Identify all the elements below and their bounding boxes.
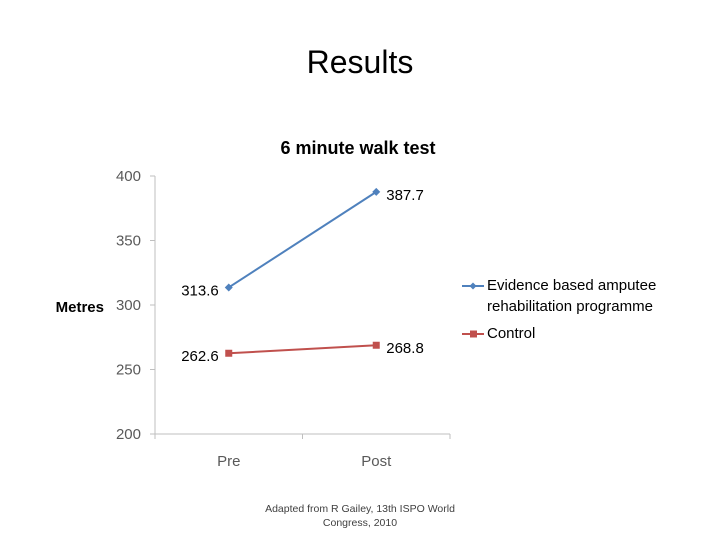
y-tick-label: 200 (116, 426, 141, 443)
x-tick-label: Post (361, 453, 392, 470)
legend: Evidence based amputee rehabilitation pro… (462, 277, 656, 342)
data-label: 387.7 (386, 187, 424, 204)
source-note-line-2: Congress, 2010 (322, 517, 398, 529)
legend-label: rehabilitation programme (487, 298, 653, 315)
y-tick-label: 300 (116, 297, 141, 314)
data-point (224, 283, 233, 292)
data-labels: 313.6 387.7 262.6 268.8 (181, 187, 424, 365)
data-label: 313.6 (181, 282, 219, 299)
data-point (372, 341, 380, 349)
chart-title: 6 minute walk test (280, 138, 435, 158)
series-line (228, 344, 377, 355)
y-tick-label: 350 (116, 233, 141, 250)
axes: 200 250 300 350 400 Pre Post (116, 168, 451, 470)
series-line (228, 191, 377, 289)
data-point (225, 349, 233, 357)
source-note: Adapted from R Gailey, 13th ISPO World C… (240, 502, 480, 530)
legend-swatch-marker (470, 330, 477, 338)
data-label: 262.6 (181, 348, 219, 365)
data-point (372, 187, 381, 196)
y-tick-label: 250 (116, 362, 141, 379)
x-tick-label: Pre (217, 453, 240, 470)
legend-label: Evidence based amputee (487, 277, 656, 294)
legend-swatch-marker (469, 282, 477, 290)
y-axis-title: Metres (56, 299, 104, 316)
series-layer (224, 187, 381, 357)
data-label: 268.8 (386, 340, 424, 357)
legend-label: Control (487, 325, 535, 342)
line-chart: 6 minute walk test Metres 200 250 300 350 40… (56, 138, 657, 470)
source-note-line-1: Adapted from R Gailey, 13th ISPO World (265, 503, 455, 515)
slide-title: Results (306, 44, 414, 80)
y-tick-label: 400 (116, 168, 141, 185)
